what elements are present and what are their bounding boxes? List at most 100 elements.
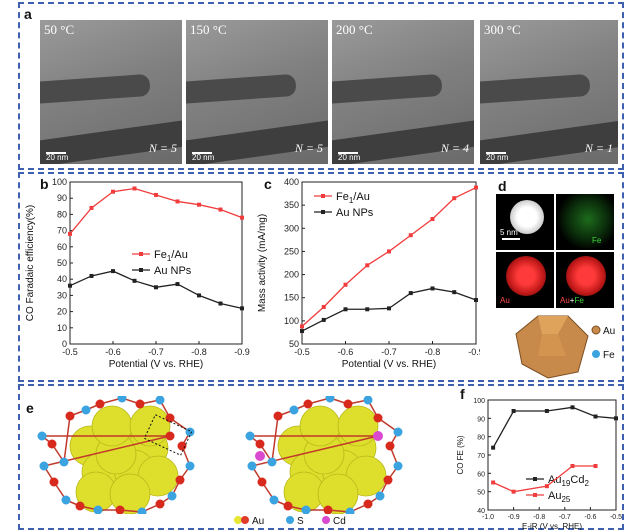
scale-bar [502,238,520,240]
legend-label-tail: /Au [353,191,370,203]
panel-d-label: d [498,178,507,194]
scale-bar [46,152,66,154]
series-line [492,406,617,448]
s-atom [59,457,69,467]
legend-marker [139,252,143,256]
polyhedron-facet [538,316,568,334]
y-tick-label: 10 [57,323,67,333]
s-atom [81,405,91,415]
data-point [68,231,72,236]
tem-image: 150 °C N = 5 20 nm [186,20,328,164]
legend-label-sub: 25 [561,495,570,504]
data-point [240,215,244,220]
series-line [301,186,477,327]
scale-bar-label: 20 nm [192,153,215,162]
s-atom [345,507,355,514]
nanowire [40,73,151,105]
y-axis-title: CO FE (%) [456,435,465,474]
y-axis-title: CO Faradaic efficiency(%) [25,205,36,322]
y-tick-label: 70 [57,226,67,236]
au-atom [49,477,59,487]
data-point [89,205,94,210]
data-point [511,489,516,494]
x-tick-label: -0.6 [584,514,596,521]
temperature-label: 200 °C [336,22,373,37]
data-point [111,269,115,274]
overlay-map: Au+Fe [556,252,614,308]
y-tick-label: 30 [57,290,67,300]
nanowire [332,73,443,105]
data-point [154,192,158,197]
au-atom [343,399,353,409]
legend-cd-label: Cd [333,516,346,527]
x-tick-label: -0.8 [425,347,441,357]
legend-fe-dot [592,350,600,358]
data-point [452,290,457,295]
scale-bar-label: 20 nm [486,153,509,162]
coordination-number: N = 1 [584,141,613,155]
legend-au-text: Au [603,326,615,337]
y-tick-label: 50 [477,490,485,497]
scale-bar-label: 5 nm [500,228,518,237]
y-tick-label: 200 [284,270,299,280]
legend-label: Au25 [548,490,571,504]
y-tick-label: 300 [284,223,299,233]
s-atom [325,396,335,403]
data-point [175,199,180,204]
data-point [111,189,115,194]
data-point [300,329,304,334]
overlay-au-text: Au [560,296,570,305]
panel-e-label: e [26,400,34,416]
coordination-number: N = 5 [148,141,177,155]
data-point [68,283,72,288]
au-map: Au [496,252,554,308]
data-point [408,233,413,238]
y-tick-label: 40 [57,274,67,284]
temperature-label: 150 °C [190,22,227,37]
plot-frame [69,181,243,345]
data-point [452,196,457,201]
chart-f: 40 50 60 70 80 90 100 -1.0 -0.9 -0.8 -0.7 -0.6 -0.5 E… [456,398,622,530]
s-atom [393,461,403,471]
legend-label-main: Au [548,490,561,502]
legend-label: Au NPs [336,207,374,219]
y-tick-label: 400 [284,177,299,187]
cluster-structure-right [245,396,403,514]
s-atom [137,507,147,514]
au-atom [283,501,293,511]
legend-label-sub: 19 [561,479,570,488]
au-atom [383,475,393,485]
y-tick-label: 350 [284,200,299,210]
y-tick-label: 90 [57,193,67,203]
scale-bar-label: 20 nm [338,153,361,162]
s-atom [93,505,103,514]
data-point [154,285,158,290]
plot-frame [301,181,477,345]
bond [63,415,71,463]
legend-label-main: Fe [154,249,167,261]
y-tick-label: 60 [57,242,67,252]
x-axis-title: Potential (V vs. RHE) [342,359,436,370]
coordination-number: N = 4 [440,141,469,155]
x-tick-label: -0.5 [62,347,78,357]
au-atom [255,439,265,449]
au-atom [115,505,125,514]
cluster-structure-left [37,396,195,514]
au-atom [273,411,283,421]
data-point [387,249,391,254]
data-point [321,317,326,322]
y-tick-label: 50 [57,258,67,268]
panel-bcd-frame [18,172,624,382]
s-atom [167,491,177,501]
s-atom [267,457,277,467]
au-atom [363,499,373,509]
data-point [218,301,223,306]
x-tick-label: -0.9 [508,514,520,521]
y-tick-label: 100 [473,398,485,405]
panel-a-frame [18,2,624,170]
au-map-label: Au [500,296,510,305]
legend-marker [139,268,143,272]
legend-label-tail: /Au [171,249,188,261]
overlay-fe-text: Fe [574,296,584,305]
scale-bar-label: 20 nm [46,153,69,162]
